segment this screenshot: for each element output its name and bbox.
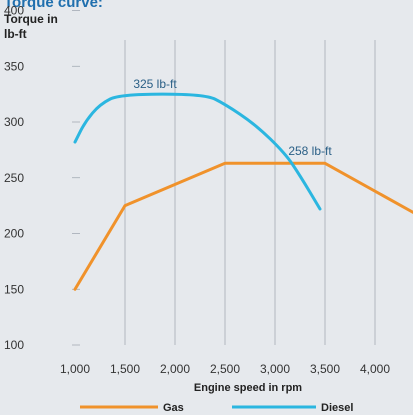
chart-title: Torque curve: <box>4 0 103 11</box>
y-tick-label: 150 <box>4 282 24 296</box>
x-tick-label: 2,500 <box>210 362 240 376</box>
series-group <box>73 92 413 291</box>
y-tick-label: 350 <box>4 59 24 73</box>
y-axis-label-line-1: Torque in <box>4 12 58 26</box>
y-tick-label: 400 <box>4 4 24 18</box>
y-tick-label: 100 <box>4 338 24 352</box>
diesel-peak-annotation: 325 lb-ft <box>133 77 177 91</box>
x-tick-label: 2,000 <box>160 362 190 376</box>
x-tick-label: 1,500 <box>110 362 140 376</box>
grid <box>72 10 376 346</box>
legend: Gas Diesel <box>80 402 353 414</box>
legend-label-gas: Gas <box>163 402 184 414</box>
y-axis-label-line-2: lb-ft <box>4 27 27 41</box>
x-tick-label: 3,500 <box>310 362 340 376</box>
x-tick-label: 1,000 <box>60 362 90 376</box>
series-line-gas <box>73 161 413 291</box>
x-tick-label: 3,000 <box>260 362 290 376</box>
y-tick-label: 300 <box>4 115 24 129</box>
y-tick-label: 200 <box>4 227 24 241</box>
series-line-diesel <box>73 92 322 211</box>
y-axis-ticks: 100150200250300350400450500550600 <box>4 4 24 353</box>
legend-label-diesel: Diesel <box>321 402 353 414</box>
x-axis-ticks: 1,000 1,500 2,000 2,500 3,000 3,500 4,000 <box>60 362 390 376</box>
y-tick-label: 250 <box>4 171 24 185</box>
x-axis-label: Engine speed in rpm <box>194 382 302 394</box>
x-tick-label: 4,000 <box>360 362 390 376</box>
gas-peak-annotation: 258 lb-ft <box>288 144 332 158</box>
